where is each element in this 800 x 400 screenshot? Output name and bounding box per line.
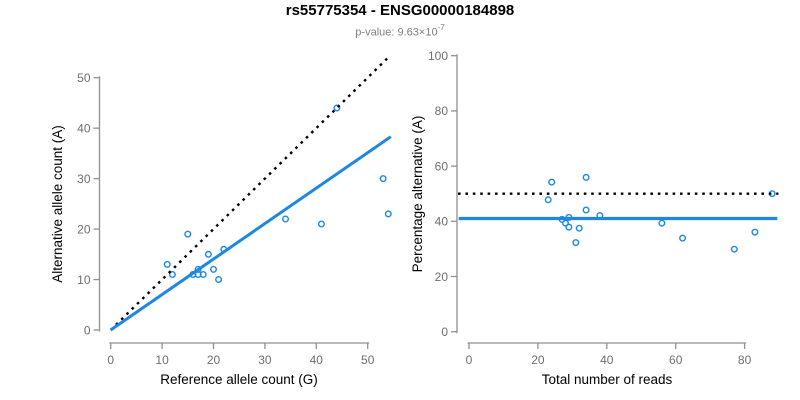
data-point [379,175,387,183]
data-point [215,276,223,284]
x-tick-label: 40 [600,353,614,367]
y-tick-label: 80 [435,104,449,118]
data-point [204,250,212,258]
x-tick-label: 30 [258,353,272,367]
x-tick-label: 20 [531,353,545,367]
data-point [282,215,290,223]
data-point [658,219,666,227]
data-point [209,265,217,273]
y-axis-title: Alternative allele count (A) [50,125,65,283]
y-tick-label: 20 [435,270,449,284]
data-point [333,104,341,112]
y-axis-title: Percentage alternative (A) [410,116,425,273]
y-tick-label: 40 [435,215,449,229]
data-point [565,223,573,231]
y-tick-label: 60 [435,159,449,173]
data-point [751,228,759,236]
data-point [548,178,556,186]
x-tick-label: 80 [738,353,752,367]
x-axis-title: Total number of reads [542,372,673,387]
y-tick-label: 20 [77,222,91,236]
data-point [572,239,580,247]
data-point [384,210,392,218]
x-tick-label: 50 [361,353,375,367]
x-tick-label: 20 [207,353,221,367]
data-point [163,260,171,268]
y-tick-label: 30 [77,172,91,186]
identity-line [109,57,389,331]
subtitle-exponent: -7 [437,23,445,32]
data-point [679,234,687,242]
data-point [184,230,192,238]
data-point [582,206,590,214]
x-tick-label: 40 [310,353,324,367]
page-subtitle: p-value: 9.63×10-7 [0,23,800,39]
data-point [730,245,738,253]
data-point [575,224,583,232]
y-tick-label: 0 [441,325,448,339]
y-tick-label: 100 [428,49,448,63]
y-tick-label: 50 [77,71,91,85]
y-tick-label: 10 [77,273,91,287]
data-point [168,271,176,279]
x-tick-label: 10 [155,353,169,367]
data-point [562,219,570,227]
x-tick-label: 0 [107,353,114,367]
subtitle-text: p-value: 9.63×10 [355,26,438,39]
data-point [544,196,552,204]
x-tick-label: 60 [669,353,683,367]
fit-line [109,135,392,332]
data-point [317,220,325,228]
y-tick-label: 40 [77,121,91,135]
data-point [199,271,207,279]
page-title: rs55775354 - ENSG00000184898 [285,2,515,19]
x-tick-label: 0 [466,353,473,367]
x-axis-title: Reference allele count (G) [160,372,318,387]
data-point [582,173,590,181]
y-tick-label: 0 [84,323,91,337]
